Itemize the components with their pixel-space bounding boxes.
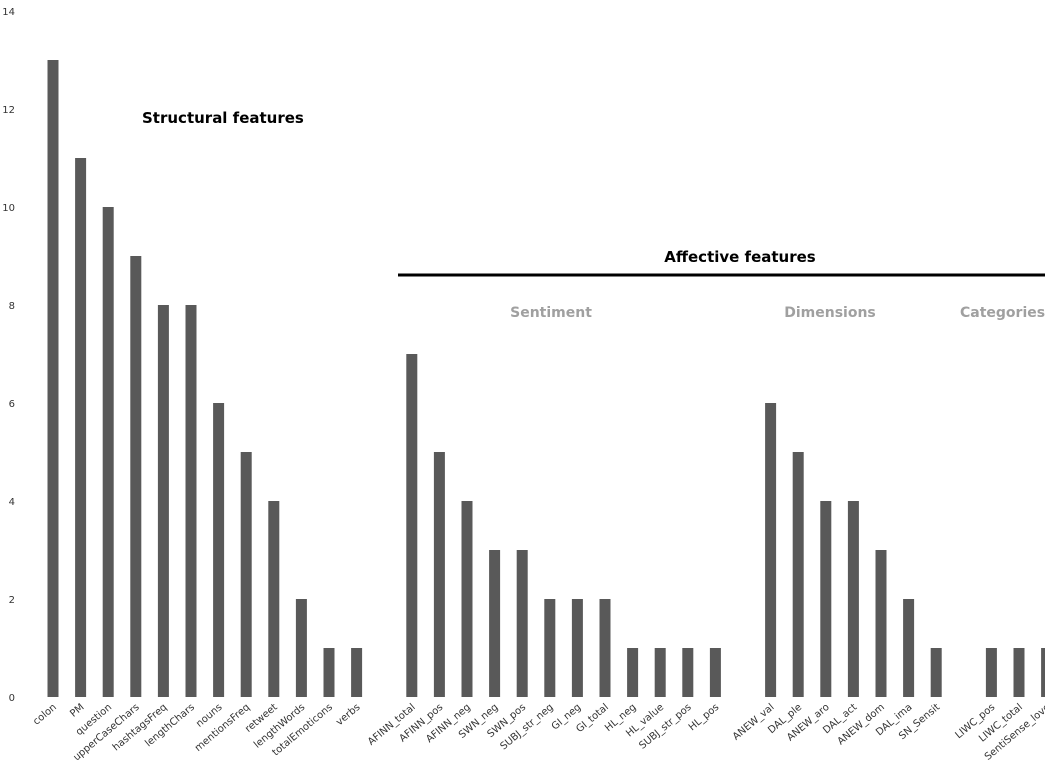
bar-totalEmoticons [323,648,335,697]
bar-colon [47,60,59,697]
bar-question [102,207,114,697]
x-axis-labels: colon PMquestionupperCaseCharshashtagsFre… [31,702,1045,764]
x-tick-label: HL_pos [687,702,721,733]
y-tick-label: 4 [9,497,15,508]
bar-SUBJ_str_neg [544,599,556,697]
bar-SWN_neg [489,550,501,697]
bar-DAL_ima [903,599,915,697]
bar-lengthChars [185,305,197,697]
bar-LIWC_pos [985,648,997,697]
bar-DAL_act [847,501,859,697]
bar-hashtagsFreq [157,305,169,697]
bars [47,60,1045,697]
bar-SentiSense_love [1041,648,1045,697]
bar-upperCaseChars [130,256,142,697]
bar-PM [75,158,87,697]
bar-HL_neg [627,648,639,697]
bar-HL_value [654,648,666,697]
bar-GI_total [599,599,611,697]
bar-LIWC_total [1013,648,1025,697]
bar-GI_neg [571,599,583,697]
bar-SUBJ_str_pos [682,648,694,697]
x-tick-label: verbs [334,702,362,728]
bar-AFINN_total [406,354,418,697]
y-tick-label: 10 [2,203,15,214]
bar-ANEW_dom [875,550,887,697]
dimensions-group-label: Dimensions [784,305,876,321]
bar-lengthWords [295,599,307,697]
x-tick-label: PM [68,702,86,720]
y-tick-label: 12 [2,105,15,116]
sentiment-group-label: Sentiment [510,305,592,321]
y-tick-label: 14 [2,7,15,18]
bar-nouns [213,403,225,697]
y-axis: 0 2 4 6 8 10 12 14 [2,7,15,704]
bar-verbs [351,648,363,697]
x-tick-label: ANEW_val [731,702,777,743]
bar-AFINN_neg [461,501,473,697]
categories-group-label: Categories [960,305,1045,321]
bar-ANEW_aro [820,501,832,697]
bar-ANEW_val [765,403,777,697]
x-tick-label: colon [31,702,59,728]
x-tick-label: lengthChars [143,702,197,749]
bar-mentionsFreq [240,452,252,697]
affective-features-label: Affective features [664,248,816,266]
y-tick-label: 0 [9,693,15,704]
y-tick-label: 8 [9,301,15,312]
bar-DAL_ple [792,452,804,697]
y-tick-label: 6 [9,399,15,410]
bar-retweet [268,501,280,697]
y-tick-label: 2 [9,595,15,606]
structural-features-label: Structural features [142,109,304,127]
bar-SWN_pos [516,550,528,697]
bar-SN_Sensit [930,648,942,697]
bar-AFINN_pos [433,452,445,697]
bar-HL_pos [709,648,721,697]
